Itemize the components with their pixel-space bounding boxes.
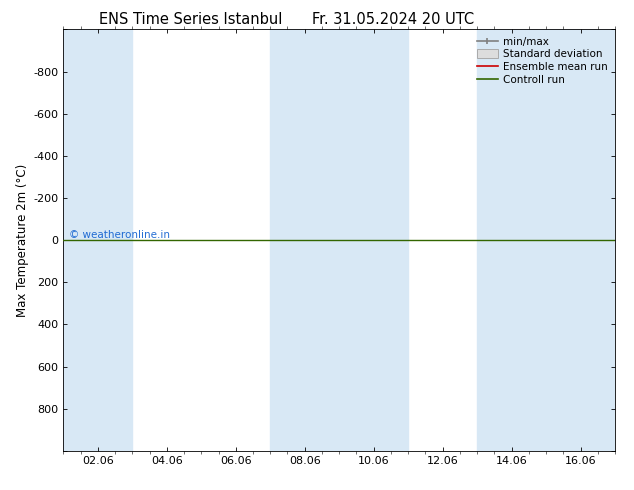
Legend: min/max, Standard deviation, Ensemble mean run, Controll run: min/max, Standard deviation, Ensemble me…	[475, 35, 610, 87]
Text: © weatheronline.in: © weatheronline.in	[69, 230, 170, 240]
Bar	[270, 29, 339, 451]
Bar	[477, 29, 615, 451]
Y-axis label: Max Temperature 2m (°C): Max Temperature 2m (°C)	[16, 164, 29, 317]
Bar	[63, 29, 133, 451]
Text: Fr. 31.05.2024 20 UTC: Fr. 31.05.2024 20 UTC	[312, 12, 474, 27]
Bar	[339, 29, 408, 451]
Text: ENS Time Series Istanbul: ENS Time Series Istanbul	[98, 12, 282, 27]
